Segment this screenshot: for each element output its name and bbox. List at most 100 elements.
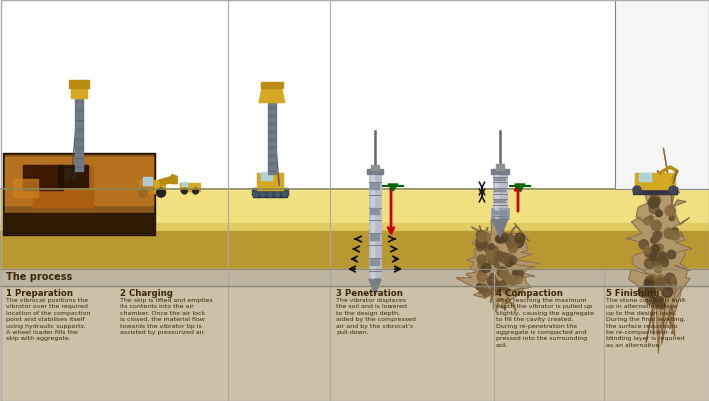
Text: 1 Preparation: 1 Preparation: [6, 288, 73, 297]
Bar: [639, 174, 651, 182]
Bar: [33, 168, 93, 207]
Text: The stone column is built
up in alternating steps
up to the design level.
During: The stone column is built up in alternat…: [606, 297, 686, 347]
Circle shape: [503, 288, 510, 294]
Circle shape: [658, 302, 665, 310]
Circle shape: [508, 276, 517, 286]
Circle shape: [498, 236, 505, 243]
Circle shape: [643, 246, 649, 251]
Circle shape: [253, 193, 257, 197]
Circle shape: [652, 258, 661, 266]
Circle shape: [656, 232, 661, 237]
Bar: [370, 183, 380, 190]
Circle shape: [496, 287, 501, 292]
Bar: [71, 89, 87, 99]
Text: 5 Finishing: 5 Finishing: [606, 288, 659, 297]
Circle shape: [503, 275, 512, 284]
Circle shape: [490, 288, 498, 296]
Text: 2 Charging: 2 Charging: [120, 288, 173, 297]
Circle shape: [275, 193, 279, 197]
Circle shape: [497, 267, 508, 277]
Circle shape: [645, 277, 654, 286]
Circle shape: [644, 280, 654, 290]
Bar: [69, 81, 89, 89]
Bar: [5, 156, 153, 233]
Bar: [180, 184, 200, 192]
Circle shape: [508, 256, 517, 265]
Circle shape: [656, 245, 663, 252]
Circle shape: [654, 280, 665, 291]
Circle shape: [496, 251, 503, 259]
Circle shape: [646, 299, 652, 304]
Circle shape: [653, 251, 664, 262]
Bar: [57, 170, 93, 190]
Circle shape: [494, 263, 499, 268]
Bar: [143, 178, 152, 185]
Circle shape: [477, 272, 487, 282]
Circle shape: [648, 216, 653, 221]
Circle shape: [667, 251, 676, 259]
Circle shape: [657, 275, 664, 282]
Circle shape: [661, 260, 669, 267]
Circle shape: [657, 278, 664, 285]
Circle shape: [501, 271, 509, 280]
Circle shape: [61, 192, 67, 198]
Bar: [370, 209, 380, 216]
Circle shape: [483, 289, 491, 297]
Bar: [253, 193, 286, 198]
Circle shape: [644, 218, 652, 225]
Circle shape: [498, 282, 506, 290]
Circle shape: [514, 276, 522, 284]
Bar: [0, 223, 709, 253]
Bar: [496, 164, 504, 170]
Bar: [268, 103, 276, 175]
Circle shape: [76, 192, 82, 198]
Circle shape: [665, 281, 674, 291]
Circle shape: [496, 236, 503, 243]
Circle shape: [487, 276, 498, 286]
Circle shape: [510, 280, 516, 286]
Bar: [494, 200, 506, 204]
Circle shape: [663, 258, 668, 263]
Text: The vibrator displaces
the soil and is lowered
to the design depth,
aided by the: The vibrator displaces the soil and is l…: [336, 297, 416, 334]
Bar: [491, 208, 509, 219]
Circle shape: [476, 245, 484, 251]
Polygon shape: [388, 184, 398, 192]
Bar: [0, 0, 330, 190]
Circle shape: [515, 270, 523, 279]
Circle shape: [649, 249, 657, 257]
Circle shape: [488, 246, 499, 257]
Circle shape: [649, 275, 657, 282]
Bar: [140, 180, 164, 193]
Circle shape: [644, 280, 651, 287]
Circle shape: [650, 196, 661, 206]
Bar: [494, 189, 506, 192]
Circle shape: [478, 233, 487, 242]
Bar: [633, 188, 677, 194]
Circle shape: [138, 188, 147, 198]
Bar: [261, 83, 283, 89]
Circle shape: [90, 192, 96, 198]
Circle shape: [651, 237, 657, 244]
Circle shape: [508, 244, 518, 253]
Circle shape: [658, 297, 664, 302]
Text: The vibrocat positions the
vibrotor over the required
location of the compaction: The vibrocat positions the vibrotor over…: [6, 297, 91, 340]
Bar: [257, 174, 283, 190]
Bar: [53, 188, 97, 196]
Circle shape: [656, 300, 664, 308]
Circle shape: [83, 192, 89, 198]
Circle shape: [68, 192, 74, 198]
Circle shape: [649, 297, 657, 304]
Circle shape: [490, 274, 495, 279]
Bar: [0, 231, 709, 269]
Bar: [23, 166, 63, 190]
Polygon shape: [369, 279, 381, 295]
Circle shape: [260, 193, 265, 197]
Circle shape: [282, 193, 287, 197]
Bar: [58, 166, 88, 188]
Circle shape: [157, 188, 165, 198]
Text: The skip is lifted and empties
its contents into the air
chamber. Once the air l: The skip is lifted and empties its conte…: [120, 297, 213, 334]
Polygon shape: [492, 219, 508, 237]
Bar: [370, 260, 380, 267]
Circle shape: [477, 255, 486, 264]
Circle shape: [515, 233, 525, 243]
